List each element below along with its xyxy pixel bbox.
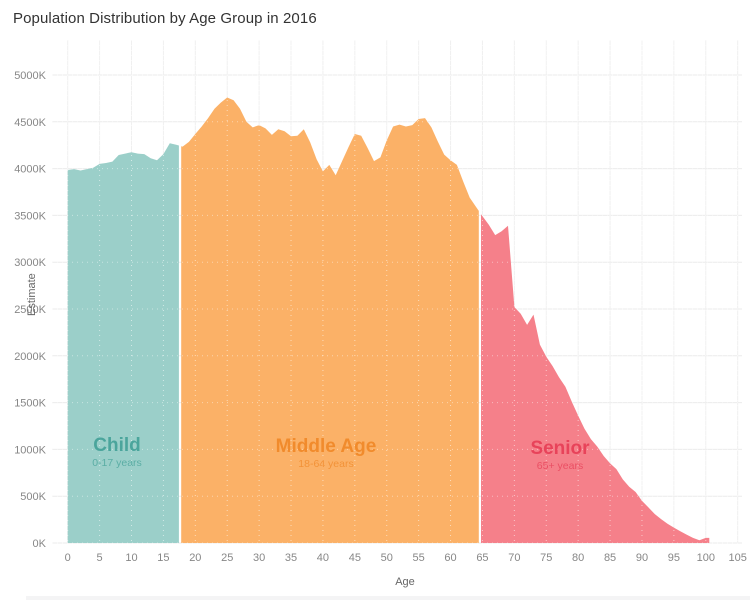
x-tick-label: 35 [285,552,297,564]
x-tick-label: 25 [221,552,233,564]
bottom-divider [26,596,750,600]
y-tick-label: 500K [20,491,46,503]
y-tick-label: 4000K [14,164,46,176]
y-tick-label: 2500K [14,304,46,316]
area-label-middle-age: Middle Age [276,436,377,457]
x-tick-label: 15 [157,552,169,564]
x-tick-label: 95 [668,552,680,564]
x-tick-label: 65 [476,552,488,564]
y-tick-label: 3000K [14,257,46,269]
x-tick-label: 90 [636,552,648,564]
x-tick-label: 40 [317,552,329,564]
x-tick-label: 50 [381,552,393,564]
area-sublabel-child: 0-17 years [92,457,142,469]
x-tick-label: 80 [572,552,584,564]
area-label-child: Child [93,435,141,456]
x-tick-label: 20 [189,552,201,564]
y-tick-label: 2000K [14,351,46,363]
x-tick-label: 85 [604,552,616,564]
x-tick-label: 75 [540,552,552,564]
area-sublabel-senior: 65+ years [537,460,583,472]
x-tick-label: 70 [508,552,520,564]
y-tick-label: 1500K [14,398,46,410]
x-tick-label: 30 [253,552,265,564]
x-tick-label: 60 [444,552,456,564]
y-tick-label: 0K [33,538,47,550]
x-tick-label: 10 [125,552,137,564]
y-tick-label: 1000K [14,444,46,456]
x-tick-label: 0 [65,552,71,564]
x-tick-label: 100 [697,552,715,564]
x-tick-label: 105 [729,552,747,564]
x-tick-label: 55 [413,552,425,564]
y-axis-title: Estimate [26,273,38,316]
y-tick-label: 5000K [14,70,46,82]
area-middle-age[interactable] [181,97,479,544]
x-axis-title: Age [395,576,415,588]
area-senior[interactable] [481,214,710,544]
y-tick-label: 4500K [14,117,46,129]
area-label-senior: Senior [530,438,590,459]
x-tick-label: 5 [97,552,103,564]
area-child[interactable] [67,143,179,544]
y-tick-label: 3500K [14,210,46,222]
area-sublabel-middle-age: 18-64 years [298,458,353,470]
x-tick-label: 45 [349,552,361,564]
chart-title: Population Distribution by Age Group in … [13,10,317,27]
